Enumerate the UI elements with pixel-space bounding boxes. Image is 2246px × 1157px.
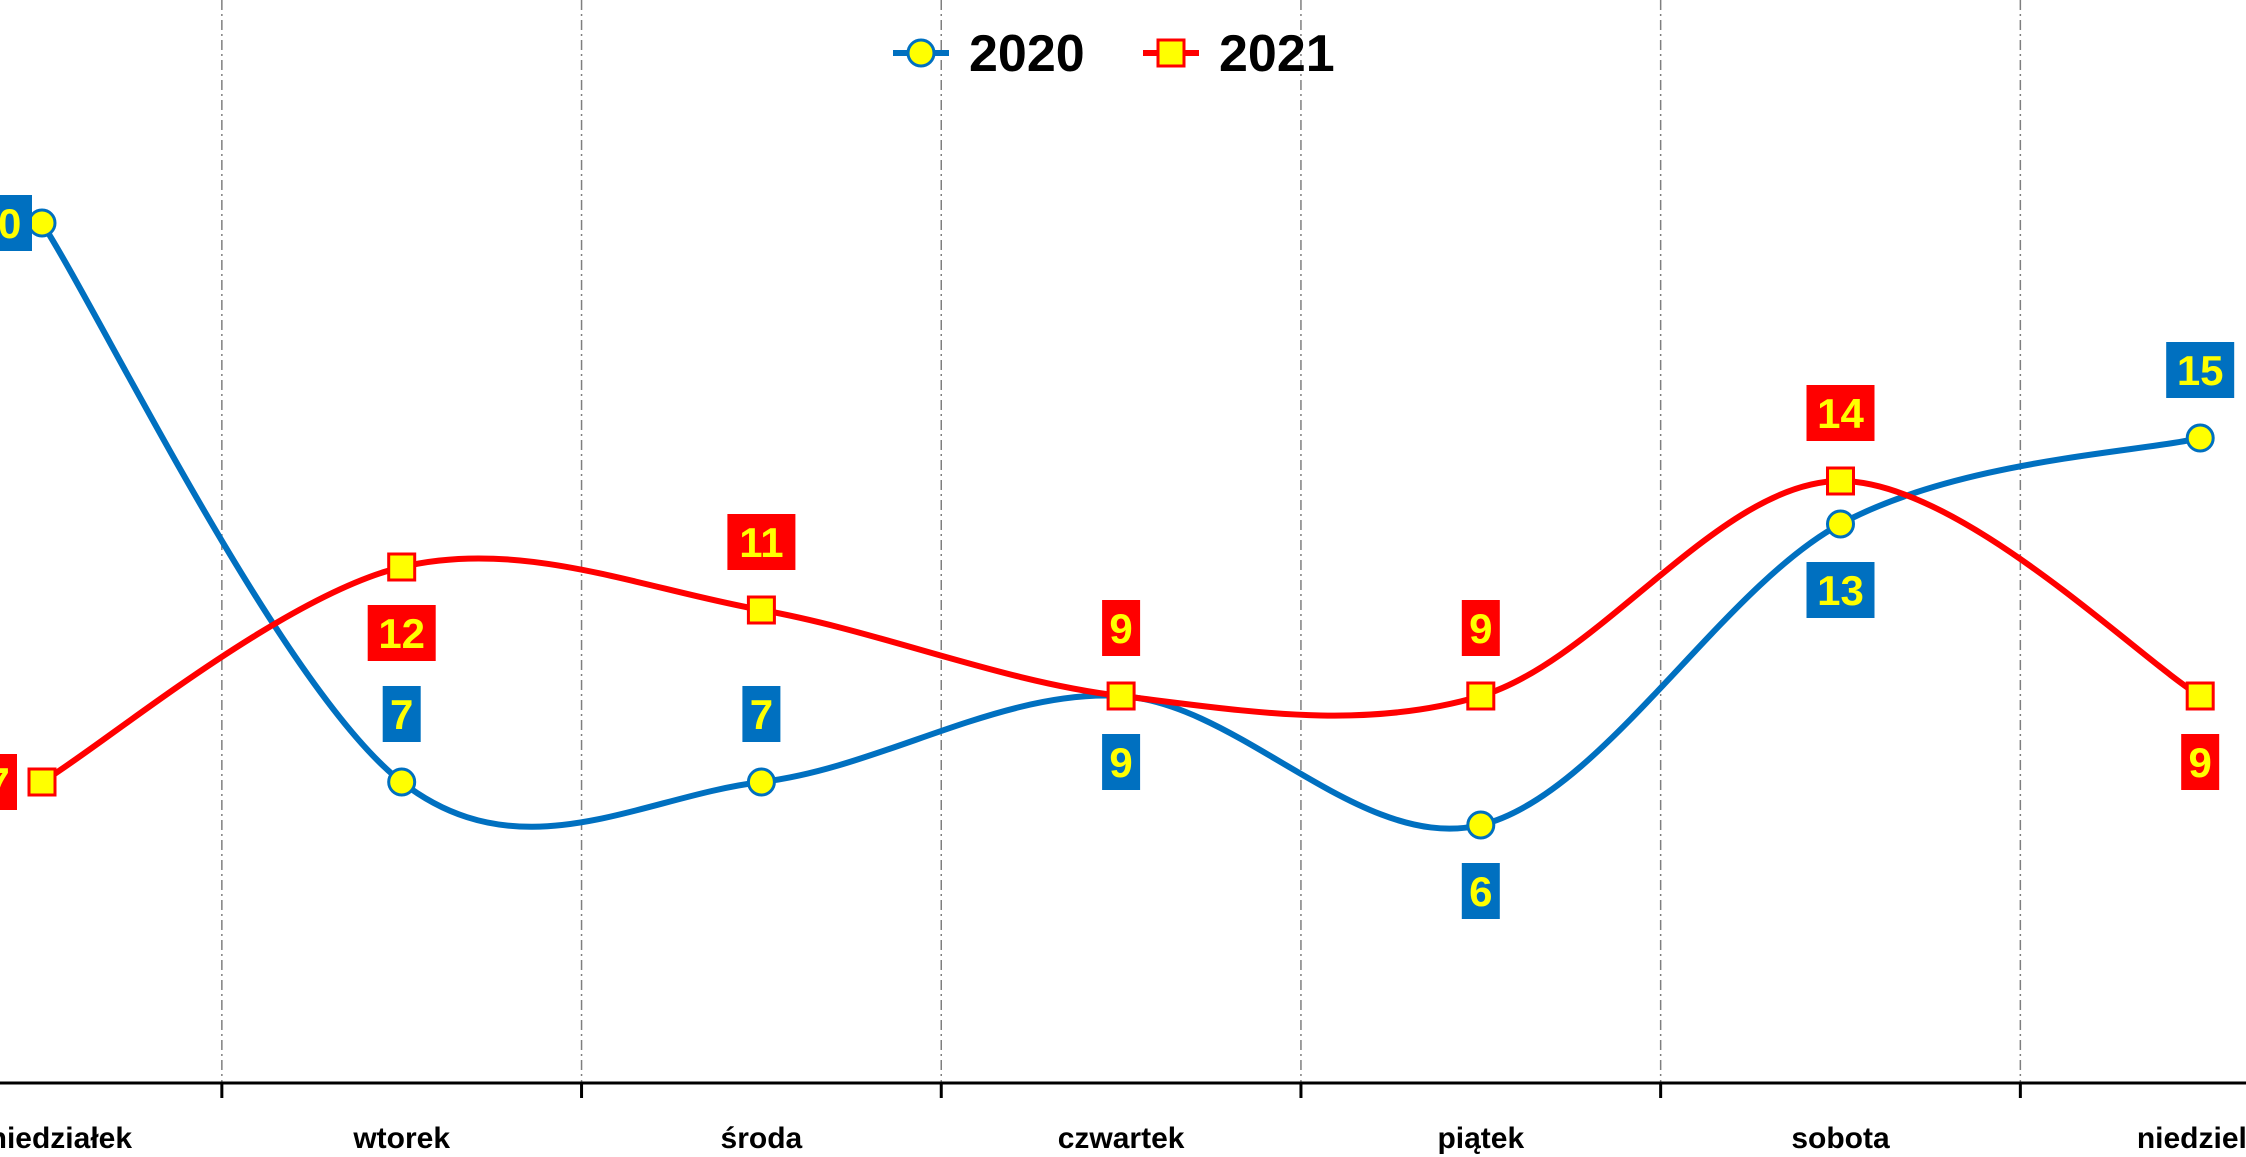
data-point xyxy=(746,595,776,625)
legend-marker xyxy=(906,38,936,68)
data-point xyxy=(2185,681,2215,711)
x-tick-label: środa xyxy=(721,1122,803,1155)
legend-marker xyxy=(1156,38,1186,68)
x-tick-label: czwartek xyxy=(1058,1122,1185,1155)
data-label: 13 xyxy=(1817,567,1864,614)
vertical-gridlines xyxy=(221,0,2022,1083)
data-point xyxy=(1826,509,1855,539)
data-label-bg xyxy=(1102,600,1141,656)
data-point xyxy=(27,767,57,797)
data-label: 11 xyxy=(739,519,783,566)
data-label-bg xyxy=(727,514,796,570)
data-label-bg xyxy=(1461,600,1500,656)
data-label: 9 xyxy=(1469,605,1492,652)
data-label-bg xyxy=(382,686,421,742)
data-point xyxy=(1466,681,1496,711)
data-label-bg xyxy=(367,605,436,661)
data-label: 7 xyxy=(0,759,10,806)
data-point xyxy=(2185,423,2215,453)
data-label: 20 xyxy=(0,200,21,247)
data-label: 7 xyxy=(390,691,413,738)
data-point xyxy=(1106,681,1136,711)
x-axis: poniedziałek wtorek środa czwartek piątek sob… xyxy=(0,1081,2246,1155)
data-point xyxy=(387,767,417,797)
data-label-bg xyxy=(1806,385,1875,441)
data-label-bg xyxy=(2166,342,2235,398)
legend: 2020 2021 xyxy=(893,25,1335,83)
data-point xyxy=(1466,810,1496,840)
data-point xyxy=(387,552,417,582)
data-label-bg xyxy=(1806,562,1875,618)
series-markers xyxy=(27,208,2215,840)
data-label: 14 xyxy=(1817,390,1864,437)
data-label: 9 xyxy=(1109,605,1132,652)
data-label-bg xyxy=(1102,734,1141,790)
data-label-bg xyxy=(2181,734,2220,790)
data-point xyxy=(1826,466,1855,496)
data-label: 9 xyxy=(2189,739,2212,786)
legend-label: 2021 xyxy=(1219,25,1335,83)
x-tick-label: poniedziałek xyxy=(0,1122,132,1155)
data-label: 7 xyxy=(750,691,773,738)
data-label: 15 xyxy=(2177,347,2224,394)
data-labels: 20 7 7 9 6 13 15 7 12 11 9 9 14 9 xyxy=(0,195,2235,919)
data-label: 9 xyxy=(1109,739,1132,786)
data-point xyxy=(746,767,776,797)
x-tick-label: niedziela xyxy=(2137,1122,2246,1155)
x-tick-label: wtorek xyxy=(352,1122,450,1155)
data-label: 6 xyxy=(1469,868,1492,915)
data-label-bg xyxy=(0,195,32,251)
data-label-bg xyxy=(742,686,781,742)
x-tick-label: piątek xyxy=(1437,1122,1524,1155)
legend-label: 2020 xyxy=(969,25,1085,83)
data-label-bg xyxy=(1461,863,1500,919)
x-tick-label: sobota xyxy=(1791,1122,1890,1155)
data-point xyxy=(27,208,57,238)
data-label-bg xyxy=(0,754,17,810)
data-label: 12 xyxy=(378,610,425,657)
